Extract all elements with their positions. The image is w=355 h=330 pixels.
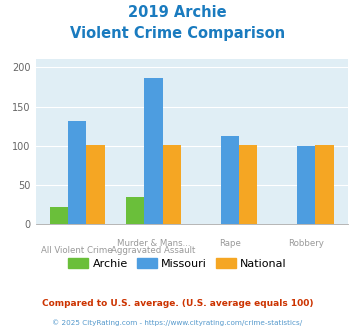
Bar bbox=[68, 121, 86, 224]
Legend: Archie, Missouri, National: Archie, Missouri, National bbox=[64, 253, 291, 273]
Text: All Violent Crime: All Violent Crime bbox=[42, 246, 113, 255]
Text: Robbery: Robbery bbox=[288, 239, 324, 248]
Bar bbox=[297, 146, 315, 224]
Bar bbox=[163, 145, 181, 224]
Bar bbox=[86, 145, 105, 224]
Text: Rape: Rape bbox=[219, 239, 241, 248]
Bar bbox=[315, 145, 334, 224]
Text: Compared to U.S. average. (U.S. average equals 100): Compared to U.S. average. (U.S. average … bbox=[42, 299, 313, 308]
Bar bbox=[144, 78, 163, 224]
Text: Aggravated Assault: Aggravated Assault bbox=[111, 246, 196, 255]
Text: Murder & Mans...: Murder & Mans... bbox=[117, 239, 190, 248]
Bar bbox=[221, 136, 239, 224]
Bar bbox=[239, 145, 257, 224]
Text: © 2025 CityRating.com - https://www.cityrating.com/crime-statistics/: © 2025 CityRating.com - https://www.city… bbox=[53, 319, 302, 326]
Bar bbox=[50, 207, 68, 224]
Bar bbox=[126, 197, 144, 224]
Text: Violent Crime Comparison: Violent Crime Comparison bbox=[70, 26, 285, 41]
Text: 2019 Archie: 2019 Archie bbox=[128, 5, 227, 20]
